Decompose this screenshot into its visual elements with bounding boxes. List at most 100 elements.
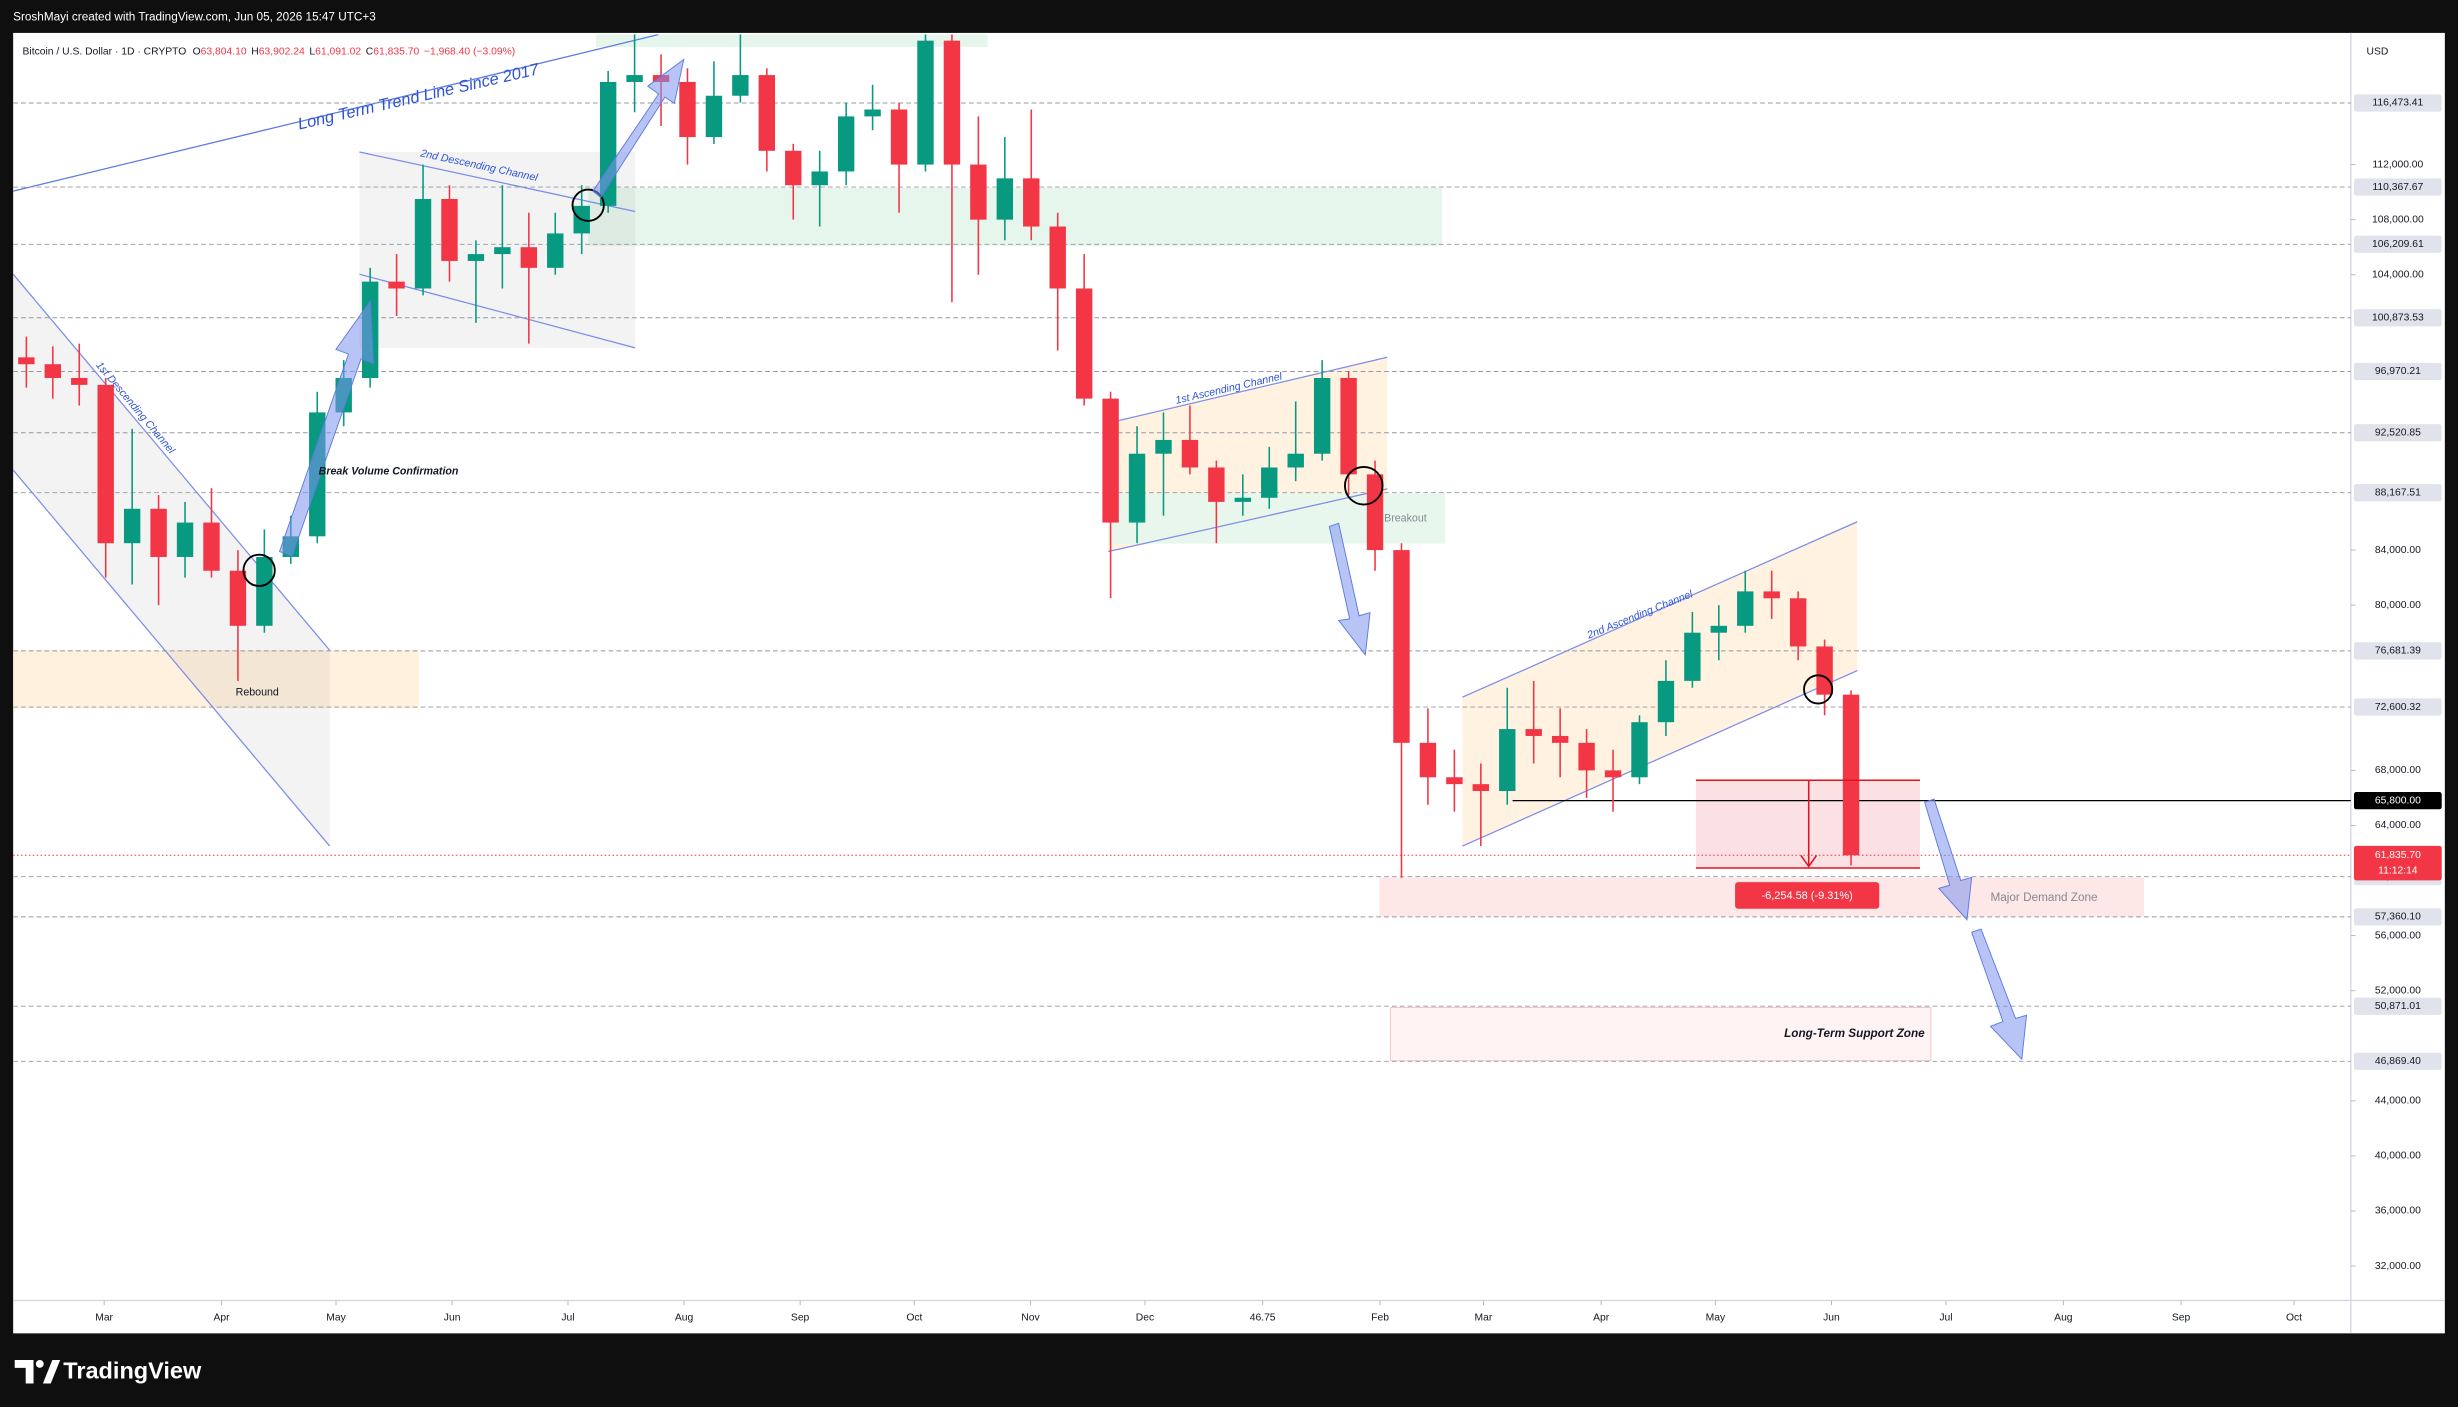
candle-body — [1578, 742, 1595, 771]
level-label: 57,360.10 — [2375, 912, 2421, 923]
x-tick-label: Aug — [2054, 1312, 2073, 1323]
y-tick-label: 112,000.00 — [2372, 159, 2423, 170]
logo-icon — [35, 1359, 44, 1368]
y-tick-label: 44,000.00 — [2375, 1096, 2421, 1107]
marker-circle — [1803, 674, 1834, 705]
level-label-box — [2353, 94, 2442, 112]
candle-body — [150, 508, 167, 557]
candle-body — [1789, 598, 1807, 647]
logo-text: TradingView — [63, 1358, 202, 1384]
candle-body — [1155, 439, 1172, 454]
candle-body — [1419, 742, 1437, 778]
candle-body — [97, 384, 114, 544]
candle-body — [917, 40, 934, 165]
candle-body — [467, 254, 485, 261]
marker-circle — [1344, 465, 1384, 506]
level-label: 110,367.67 — [2372, 182, 2423, 193]
candle-body — [996, 178, 1014, 220]
channel-line — [1462, 670, 1858, 847]
x-tick-label: 46.75 — [1250, 1312, 1276, 1323]
level-label-box — [2353, 997, 2442, 1015]
candle-body — [1499, 729, 1516, 792]
level-label-box — [2353, 424, 2442, 442]
marker-circle — [242, 553, 276, 587]
x-tick-label: Sep — [791, 1312, 810, 1323]
ohlc-change: −1,968.40 (−3.09%) — [424, 46, 515, 57]
candle-body — [18, 357, 35, 365]
candle-body — [758, 75, 776, 151]
ohlc-value: 63,902.24 — [259, 46, 305, 57]
countdown: 11:12:14 — [2378, 866, 2418, 877]
candle-body — [679, 81, 696, 138]
x-tick-label: Jul — [561, 1312, 574, 1323]
arrows — [278, 58, 2028, 1061]
candle-body — [1049, 226, 1066, 289]
candle-body — [441, 199, 458, 261]
green-zone — [1108, 493, 1446, 544]
y-tick-label: 36,000.00 — [2375, 1206, 2421, 1217]
x-tick-label: Mar — [1475, 1312, 1493, 1323]
symbol-title: Bitcoin / U.S. Dollar · 1D · CRYPTO — [23, 46, 187, 57]
candle-body — [229, 570, 247, 626]
trend-line — [13, 34, 659, 192]
x-tick-label: Oct — [2286, 1312, 2302, 1323]
entry-label: 65,800.00 — [2375, 795, 2421, 806]
level-label: 46,869.40 — [2375, 1056, 2421, 1067]
candle-body — [943, 40, 961, 165]
level-label: 92,520.85 — [2375, 428, 2421, 439]
channel-fill — [13, 274, 330, 847]
candle-body — [626, 75, 643, 82]
y-tick-label: 84,000.00 — [2375, 545, 2421, 556]
measure-label: -6,254.58 (-9.31%) — [1761, 890, 1852, 902]
candle-body — [1472, 784, 1490, 792]
x-tick-label: May — [326, 1312, 346, 1323]
arrow — [592, 58, 685, 199]
candle-body — [837, 116, 855, 172]
arrow — [1328, 522, 1371, 657]
ohlc-key: C — [366, 46, 374, 57]
x-tick-label: Nov — [1021, 1312, 1040, 1323]
candle-body — [1763, 591, 1780, 599]
y-tick-label: 64,000.00 — [2375, 820, 2421, 831]
level-label-box — [2353, 309, 2442, 327]
time-scale: Mar Apr May Jun Jul Aug Sep Oct Nov Dec 46.75 Feb Ma… — [95, 1300, 2302, 1323]
annotation: Rebound — [236, 686, 279, 698]
level-label-box — [2353, 698, 2442, 716]
candle-body — [494, 247, 511, 255]
x-tick-label: Apr — [213, 1312, 230, 1323]
x-tick-label: Apr — [1593, 1312, 1610, 1323]
candle-body — [1234, 497, 1252, 502]
header-text: SroshMayi created with TradingView.com, … — [13, 10, 376, 23]
y-tick-label: 32,000.00 — [2375, 1261, 2421, 1272]
candle-body — [1208, 467, 1225, 502]
candle-body — [414, 199, 432, 289]
candle-body — [864, 109, 881, 117]
candle-body — [256, 556, 273, 626]
green-zone — [588, 188, 1443, 246]
ohlc-key: L — [309, 46, 315, 57]
level-label-box — [2353, 235, 2442, 253]
entry-label-box — [2353, 792, 2442, 810]
candle-body — [547, 233, 564, 268]
levels — [13, 102, 2351, 1062]
candle-body — [1181, 439, 1199, 468]
channel-line — [1462, 521, 1858, 698]
candle-body — [1631, 722, 1648, 778]
annotation: Major Demand Zone — [1990, 891, 2098, 904]
x-tick-label: Jul — [1939, 1312, 1952, 1323]
candle-body — [1657, 680, 1675, 723]
candle-body — [1340, 377, 1357, 475]
level-label: 76,681.39 — [2375, 646, 2421, 657]
last-price-label: 61,835.70 — [2375, 850, 2421, 861]
channel-line — [1108, 356, 1388, 424]
arrow — [1971, 928, 2028, 1061]
ohlc-value: 63,804.10 — [201, 46, 247, 57]
candle-body — [1710, 625, 1728, 633]
measure-arrow-head — [1800, 855, 1818, 868]
y-tick-label: 56,000.00 — [2375, 930, 2421, 941]
channel-line — [13, 273, 331, 651]
level-label-box — [2353, 1052, 2442, 1070]
level-label: 116,473.41 — [2372, 98, 2423, 109]
x-tick-label: Jun — [444, 1312, 461, 1323]
